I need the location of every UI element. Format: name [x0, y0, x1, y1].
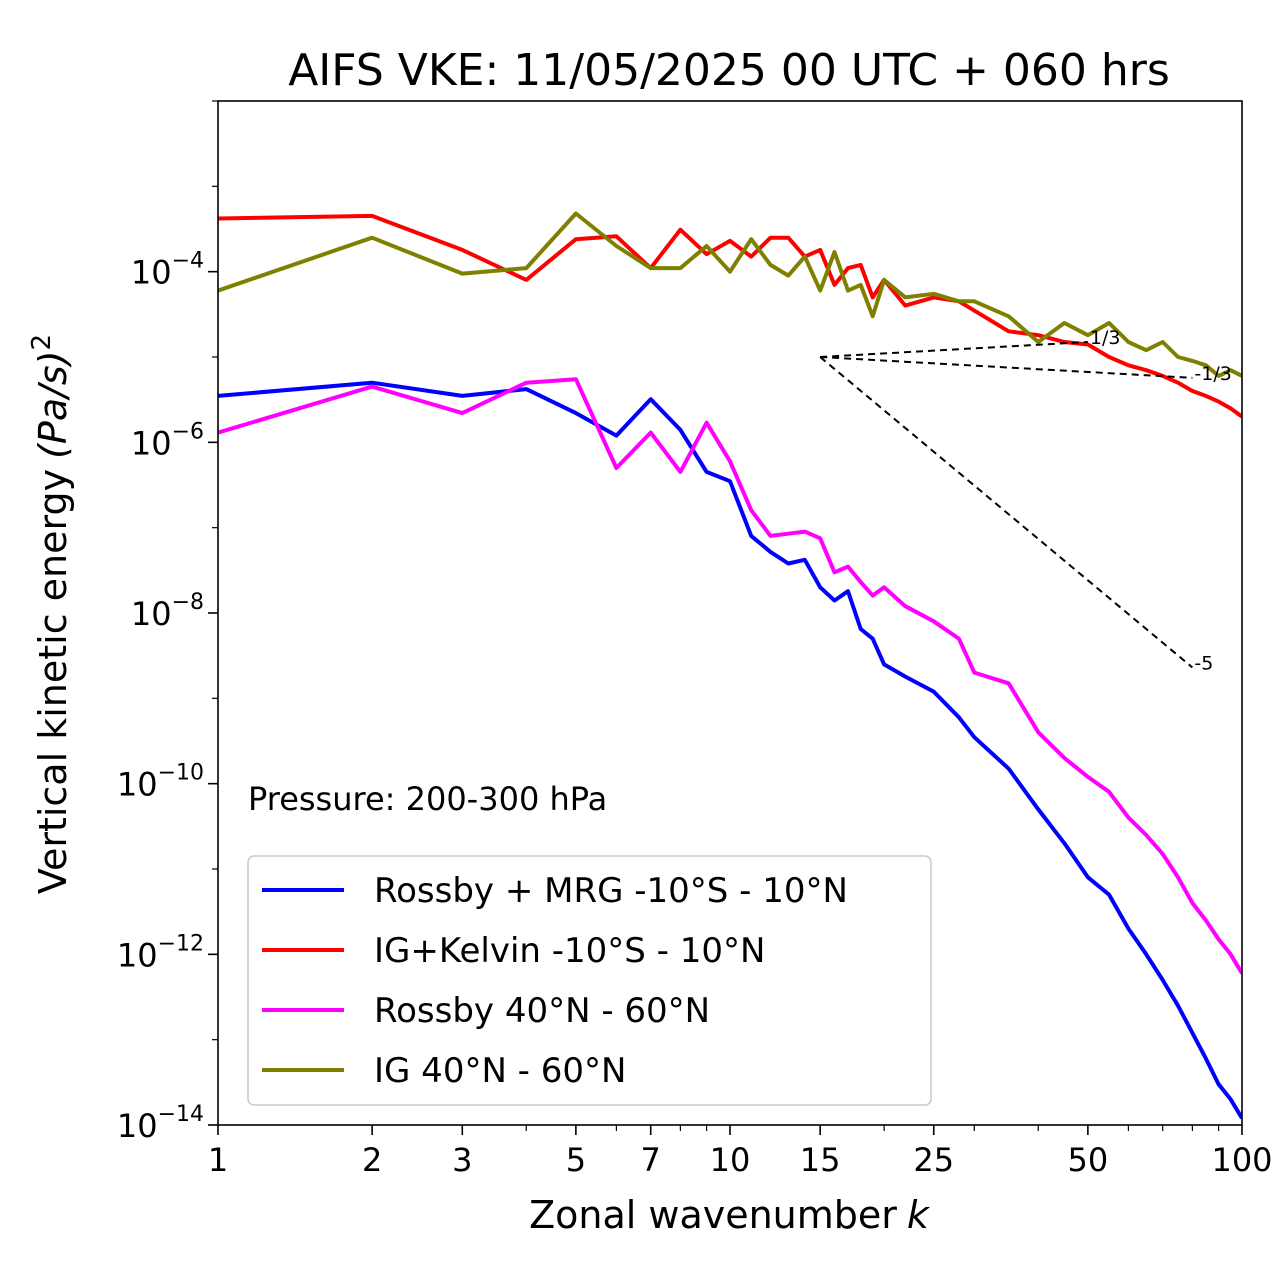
x-tick-label: 10 — [710, 1141, 751, 1179]
x-tick-label: 1 — [208, 1141, 228, 1179]
reference-label-1: -1/3 — [1194, 363, 1231, 385]
reference-line-0 — [820, 340, 1088, 358]
y-tick-label: 10−6 — [131, 419, 204, 462]
x-tick-label: 50 — [1068, 1141, 1109, 1179]
reference-label-2: -5 — [1194, 652, 1213, 674]
x-axis-label-text: Zonal wavenumber — [529, 1193, 897, 1237]
y-axis-ticks: 10−14 10−12 10−10 10−8 10−6 10−4 — [117, 100, 218, 1145]
legend: Rossby + MRG -10°S - 10°N IG+Kelvin -10°S… — [247, 855, 932, 1106]
svg-text:Vertical kinetic energy(Pa/s)2: Vertical kinetic energy (Pa/s)2 — [27, 334, 75, 894]
x-tick-label: 5 — [566, 1141, 586, 1179]
legend-box — [247, 855, 932, 1106]
reference-line-1 — [820, 356, 1193, 379]
reference-slope-lines: 1/3 -1/3 -5 — [819, 327, 1232, 674]
y-tick-label: 10−8 — [131, 590, 204, 633]
series-line-2 — [218, 377, 1242, 975]
series-line-1 — [218, 213, 1242, 419]
x-axis-label: Zonal wavenumber k — [529, 1193, 931, 1237]
y-tick-label: 10−14 — [117, 1102, 204, 1145]
legend-label-1: IG+Kelvin -10°S - 10°N — [374, 931, 765, 971]
series-layer — [218, 211, 1242, 1120]
legend-label-3: IG 40°N - 60°N — [374, 1051, 626, 1091]
y-tick-label: 10−10 — [117, 761, 204, 804]
x-tick-label: 25 — [913, 1141, 954, 1179]
legend-label-2: Rossby 40°N - 60°N — [374, 991, 710, 1031]
y-axis-label-text: Vertical kinetic energy — [31, 469, 75, 894]
y-axis-label-unit: (Pa/s) — [31, 350, 75, 458]
legend-label-0: Rossby + MRG -10°S - 10°N — [374, 871, 848, 911]
x-tick-label: 100 — [1211, 1141, 1272, 1179]
x-tick-label: 7 — [641, 1141, 661, 1179]
reference-label-0: 1/3 — [1090, 327, 1121, 349]
x-tick-label: 3 — [452, 1141, 472, 1179]
reference-line-2 — [819, 356, 1194, 669]
chart-title: AIFS VKE: 11/05/2025 00 UTC + 060 hrs — [288, 45, 1170, 96]
series-line-3 — [218, 211, 1242, 378]
y-tick-label: 10−12 — [117, 931, 204, 974]
y-axis-label-exponent: 2 — [27, 334, 57, 351]
y-tick-label: 10−4 — [131, 249, 204, 292]
x-axis-ticks: 1 2 3 5 7 10 15 25 50 100 — [208, 1125, 1273, 1179]
y-axis-label: Vertical kinetic energy (Pa/s)2 — [27, 334, 75, 894]
pressure-annotation: Pressure: 200-300 hPa — [248, 780, 607, 818]
x-tick-label: 2 — [362, 1141, 382, 1179]
x-tick-label: 15 — [800, 1141, 841, 1179]
series-line-0 — [218, 380, 1242, 1120]
x-axis-label-var: k — [907, 1193, 931, 1237]
